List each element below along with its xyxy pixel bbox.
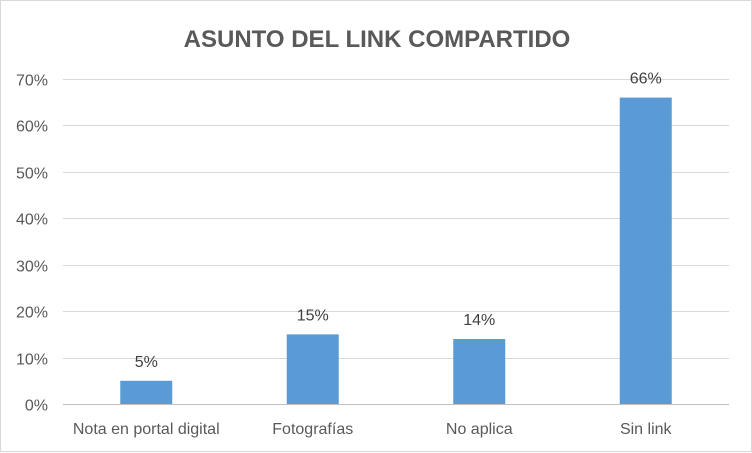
- y-tick-label: 10%: [16, 352, 48, 369]
- data-label: 15%: [297, 307, 329, 324]
- x-category-label: Nota en portal digital: [73, 421, 220, 438]
- data-label: 5%: [135, 354, 158, 371]
- chart-title: ASUNTO DEL LINK COMPARTIDO: [184, 26, 571, 53]
- y-tick-label: 30%: [16, 259, 48, 276]
- y-tick-label: 40%: [16, 212, 48, 229]
- bar-3: [453, 339, 506, 404]
- y-tick-label: 20%: [16, 305, 48, 322]
- data-labels: 5% 15% 14% 66%: [135, 71, 662, 371]
- data-label: 14%: [463, 312, 495, 329]
- bar-4: [619, 97, 672, 405]
- bars: [120, 97, 672, 405]
- y-axis-ticks: 0% 10% 20% 30% 40% 50% 60% 70%: [16, 73, 48, 415]
- y-tick-label: 50%: [16, 166, 48, 183]
- bar-1: [120, 380, 173, 404]
- bar-2: [286, 334, 339, 404]
- data-label: 66%: [630, 71, 662, 88]
- y-tick-label: 70%: [16, 73, 48, 90]
- y-tick-label: 60%: [16, 119, 48, 136]
- gridlines: [63, 79, 729, 405]
- x-axis-categories: Nota en portal digital Fotografías No apli…: [73, 421, 673, 438]
- x-category-label: Sin link: [620, 421, 673, 438]
- y-tick-label: 0%: [25, 398, 48, 415]
- x-category-label: No aplica: [446, 421, 513, 438]
- x-category-label: Fotografías: [272, 421, 353, 438]
